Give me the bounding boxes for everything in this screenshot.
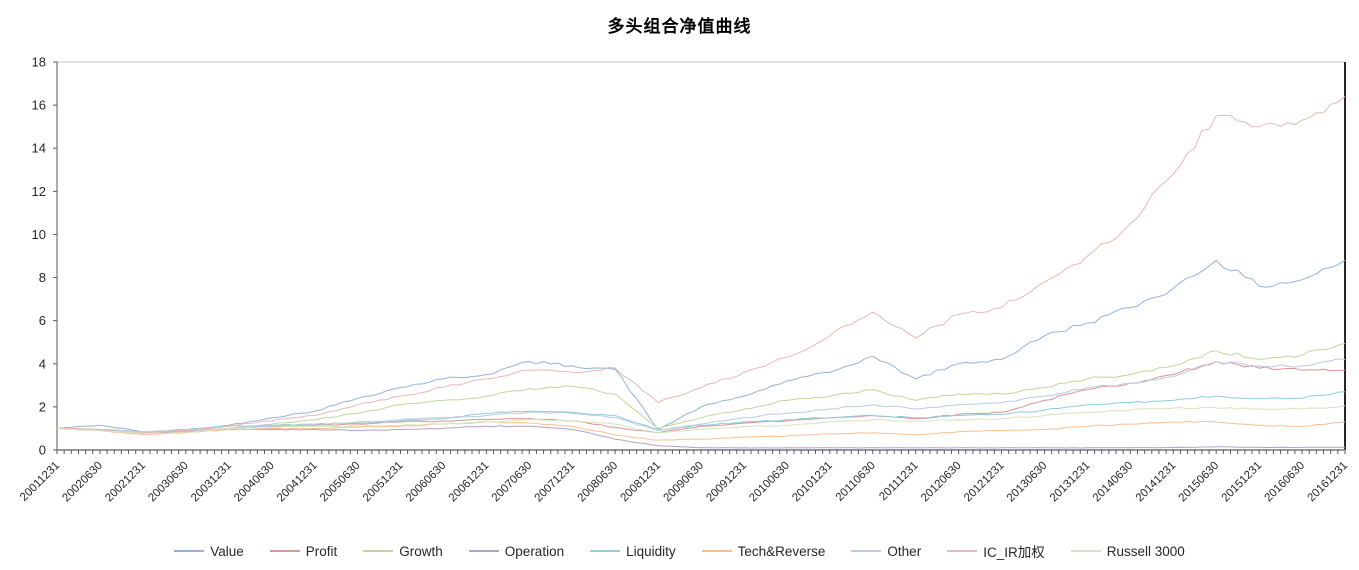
legend-item-ic-ir: IC_IR加权 [947, 541, 1045, 561]
legend-item-liquidity: Liquidity [590, 544, 676, 559]
legend-swatch-operation [468, 550, 499, 552]
x-tick-label: 20131231 [1048, 460, 1093, 505]
series-line-growth [57, 342, 1346, 434]
legend-item-value: Value [174, 544, 244, 559]
x-tick-label: 20030630 [146, 460, 191, 505]
y-tick-label: 4 [39, 356, 46, 371]
x-tick-label: 20011231 [18, 460, 62, 504]
legend-swatch-tech-reverse [701, 550, 732, 552]
x-tick-label: 20031231 [189, 460, 234, 505]
x-tick-label: 20021231 [103, 460, 148, 505]
y-tick-label: 0 [39, 443, 46, 458]
legend-swatch-ic-ir [947, 550, 978, 552]
x-tick-label: 20091231 [704, 460, 749, 505]
legend-swatch-value [174, 550, 205, 552]
legend-item-tech-reverse: Tech&Reverse [701, 543, 826, 559]
x-tick-label: 20061231 [447, 460, 492, 505]
series-line-ic-ir [56, 96, 1346, 434]
legend-label-liquidity: Liquidity [626, 543, 676, 559]
legend-label-operation: Operation [504, 543, 565, 559]
series-line-other [56, 358, 1346, 433]
legend-item-profit: Profit [269, 543, 338, 559]
x-tick-label: 20150630 [1177, 460, 1222, 505]
series-line-value [56, 259, 1346, 433]
legend-swatch-growth [363, 550, 394, 552]
legend-label-growth: Growth [399, 543, 443, 559]
x-tick-label: 20160630 [1263, 460, 1308, 505]
legend-label-value: Value [210, 543, 244, 559]
legend-label-other: Other [887, 543, 922, 559]
x-tick-label: 20050630 [318, 460, 363, 505]
legend-item-growth: Growth [363, 544, 443, 559]
x-tick-label: 20161231 [1305, 460, 1350, 505]
legend-swatch-profit [269, 550, 300, 552]
y-tick-label: 14 [32, 141, 46, 156]
x-tick-label: 20141231 [1134, 460, 1179, 505]
x-tick-label: 20151231 [1220, 460, 1265, 505]
x-tick-label: 20071231 [533, 460, 578, 505]
legend-item-russell-3000: Russell 3000 [1070, 543, 1185, 559]
legend-item-operation: Operation [468, 543, 565, 559]
legend: Value Profit Growth Operation Liquidity Tech&… [0, 541, 1359, 561]
x-tick-label: 20100630 [747, 460, 792, 505]
x-tick-label: 20140630 [1091, 460, 1136, 505]
x-tick-label: 20090630 [661, 460, 706, 505]
x-tick-label: 20060630 [404, 460, 449, 505]
legend-item-other: Other [851, 544, 921, 559]
legend-label-tech-reverse: Tech&Reverse [737, 543, 826, 559]
x-tick-label: 20040630 [232, 460, 277, 505]
x-tick-label: 20120630 [919, 460, 964, 505]
y-tick-label: 2 [39, 399, 46, 414]
legend-swatch-russell-3000 [1070, 550, 1101, 552]
legend-swatch-liquidity [590, 550, 621, 552]
x-tick-label: 20041231 [275, 460, 320, 505]
x-tick-label: 20080630 [576, 460, 621, 505]
y-tick-label: 8 [39, 270, 46, 285]
x-tick-label: 20130630 [1005, 460, 1050, 505]
x-tick-label: 20111231 [877, 460, 920, 503]
x-tick-label: 20051231 [361, 460, 406, 505]
y-tick-label: 6 [39, 313, 46, 328]
series-line-liquidity [56, 391, 1346, 433]
chart-title: 多头组合净值曲线 [607, 17, 752, 36]
legend-label-profit: Profit [305, 543, 338, 559]
series-line-tech-reverse [56, 420, 1346, 441]
x-tick-label: 20110630 [834, 460, 878, 504]
legend-swatch-other [851, 550, 882, 552]
y-tick-label: 10 [32, 227, 46, 242]
x-tick-label: 20101231 [790, 460, 835, 505]
x-tick-label: 20020630 [60, 460, 105, 505]
x-tick-label: 20121231 [962, 460, 1007, 505]
y-tick-label: 16 [32, 98, 46, 113]
x-tick-label: 20070630 [490, 460, 535, 505]
legend-label-ic-ir: IC_IR加权 [983, 545, 1045, 560]
y-tick-label: 12 [32, 184, 46, 199]
series-line-russell-3000 [56, 405, 1346, 434]
y-tick-label: 18 [32, 55, 46, 70]
series-line-operation [56, 425, 1346, 449]
legend-label-russell-3000: Russell 3000 [1106, 543, 1185, 559]
x-tick-label: 20081231 [619, 460, 664, 505]
